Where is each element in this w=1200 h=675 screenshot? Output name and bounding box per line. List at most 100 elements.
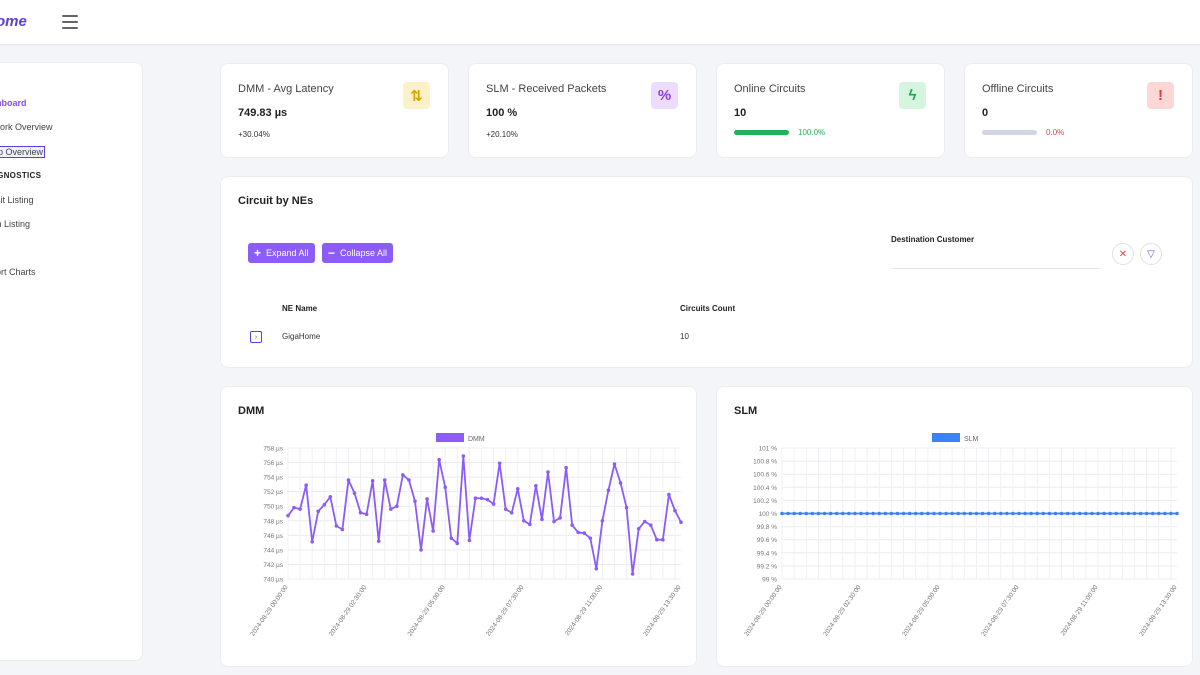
sidebar-item-report-charts[interactable]: port Charts xyxy=(0,267,36,277)
data-point xyxy=(913,511,918,516)
data-point xyxy=(491,502,496,506)
data-point xyxy=(582,531,587,535)
legend-label: SLM xyxy=(964,436,979,443)
series-line xyxy=(287,455,682,575)
expand-row-icon[interactable]: › xyxy=(250,331,262,343)
sidebar-item-network-overview[interactable]: twork Overview xyxy=(0,122,53,132)
data-point xyxy=(485,497,490,502)
data-point xyxy=(461,454,466,458)
data-point xyxy=(1144,511,1149,516)
y-tick-label: 99.2 % xyxy=(757,563,777,570)
data-point xyxy=(1108,511,1112,516)
data-point xyxy=(840,511,845,516)
y-tick-label: 744 µs xyxy=(263,547,283,554)
data-point xyxy=(798,511,803,516)
y-tick-label: 748 µs xyxy=(263,518,283,525)
data-point xyxy=(992,511,997,516)
data-point xyxy=(889,511,894,516)
sidebar-item-alarm-listing[interactable]: rm Listing xyxy=(0,219,31,229)
arrows-up-down-icon: ⇅ xyxy=(403,82,430,109)
data-point xyxy=(648,523,653,527)
kpi-value: 0 xyxy=(982,107,989,119)
data-point xyxy=(1169,511,1173,516)
data-point xyxy=(980,511,985,516)
sidebar-item-circuit-listing[interactable]: cuit Listing xyxy=(0,195,34,205)
data-point xyxy=(515,486,520,491)
sidebar-item-dashboard[interactable]: shboard xyxy=(0,98,27,108)
y-tick-label: 756 µs xyxy=(263,460,283,467)
data-point xyxy=(431,529,435,533)
y-tick-label: 101 % xyxy=(759,446,778,453)
x-tick-label: 2024-08-29 00:00:00 xyxy=(743,584,784,638)
data-point xyxy=(588,536,593,541)
data-point xyxy=(926,511,930,516)
data-point xyxy=(667,492,671,497)
data-point xyxy=(552,519,556,524)
data-point xyxy=(834,511,839,516)
y-tick-label: 750 µs xyxy=(263,504,283,511)
x-tick-label: 2024-08-29 11:00:00 xyxy=(1060,584,1100,637)
dmm-chart-card: DMM DMM 758 µs 756 µs 754 µs 752 µs 750 µs 748… xyxy=(220,386,697,667)
minus-icon: − xyxy=(328,246,336,260)
kpi-card-slm-packets: SLM - Received Packets 100 % +20.10% % xyxy=(468,63,697,158)
data-point xyxy=(352,491,357,495)
menu-toggle-icon[interactable] xyxy=(62,15,78,29)
clear-filter-button[interactable]: ✕ xyxy=(1112,243,1134,265)
app-logo[interactable]: ome xyxy=(0,13,27,30)
data-point xyxy=(998,511,1003,516)
data-point xyxy=(828,511,833,516)
y-tick-label: 746 µs xyxy=(263,533,283,540)
data-point xyxy=(673,508,677,513)
y-tick-label: 99 % xyxy=(762,577,777,584)
data-point xyxy=(1035,511,1040,516)
data-point xyxy=(310,540,314,544)
data-point xyxy=(901,511,906,516)
data-point xyxy=(612,462,617,466)
destination-customer-input[interactable] xyxy=(891,247,1101,269)
kpi-value: 100 % xyxy=(486,107,518,119)
data-point xyxy=(388,507,393,511)
cell-ne-name[interactable]: GigaHome xyxy=(282,332,321,341)
section-title: Circuit by NEs xyxy=(238,195,314,207)
data-point xyxy=(1090,511,1094,516)
data-point xyxy=(883,511,888,516)
x-tick-label: 2024-08-29 07:30:00 xyxy=(485,584,526,638)
slm-chart-card: SLM SLM 101 % 100.8 % 100.6 % 100.4 % 100.2 %… xyxy=(716,386,1193,667)
cell-circuits-count: 10 xyxy=(680,332,689,341)
data-point xyxy=(786,511,790,516)
kpi-title: Offline Circuits xyxy=(982,83,1054,95)
y-tick-label: 742 µs xyxy=(263,562,283,569)
offline-progress-label: 0.0% xyxy=(1046,128,1065,137)
data-point xyxy=(919,511,924,516)
data-point xyxy=(395,504,399,509)
apply-filter-button[interactable]: ▽ xyxy=(1140,243,1162,265)
collapse-all-button[interactable]: − Collapse All xyxy=(322,243,394,263)
data-point xyxy=(1156,511,1161,516)
data-point xyxy=(467,538,472,543)
x-tick-label: 2024-08-29 02:30:00 xyxy=(328,584,369,638)
data-point xyxy=(473,496,478,501)
data-point xyxy=(1029,511,1033,516)
dmm-chart: DMM 758 µs 756 µs 754 µs 752 µs 750 µs 748 µs 7… xyxy=(249,433,683,638)
data-point xyxy=(600,518,605,523)
data-point xyxy=(895,511,900,516)
data-point xyxy=(792,511,796,516)
alert-circle-icon: ! xyxy=(1147,82,1174,109)
data-point xyxy=(1059,511,1064,516)
data-point xyxy=(503,507,508,511)
kpi-title: DMM - Avg Latency xyxy=(238,83,334,95)
kpi-title: Online Circuits xyxy=(734,83,806,95)
offline-progress-bar xyxy=(982,130,1037,135)
data-point xyxy=(1114,511,1119,516)
data-point xyxy=(358,510,363,515)
data-point xyxy=(1005,511,1009,516)
data-point xyxy=(576,530,581,535)
sidebar-item-map-overview[interactable]: ap Overview xyxy=(0,146,46,158)
data-point xyxy=(859,511,863,516)
data-point xyxy=(528,522,532,527)
expand-all-button[interactable]: + Expand All xyxy=(248,243,315,263)
clear-filter-icon: ✕ xyxy=(1118,248,1128,260)
kpi-delta: +20.10% xyxy=(486,130,518,139)
data-point xyxy=(479,496,484,501)
destination-customer-label: Destination Customer xyxy=(891,235,975,244)
